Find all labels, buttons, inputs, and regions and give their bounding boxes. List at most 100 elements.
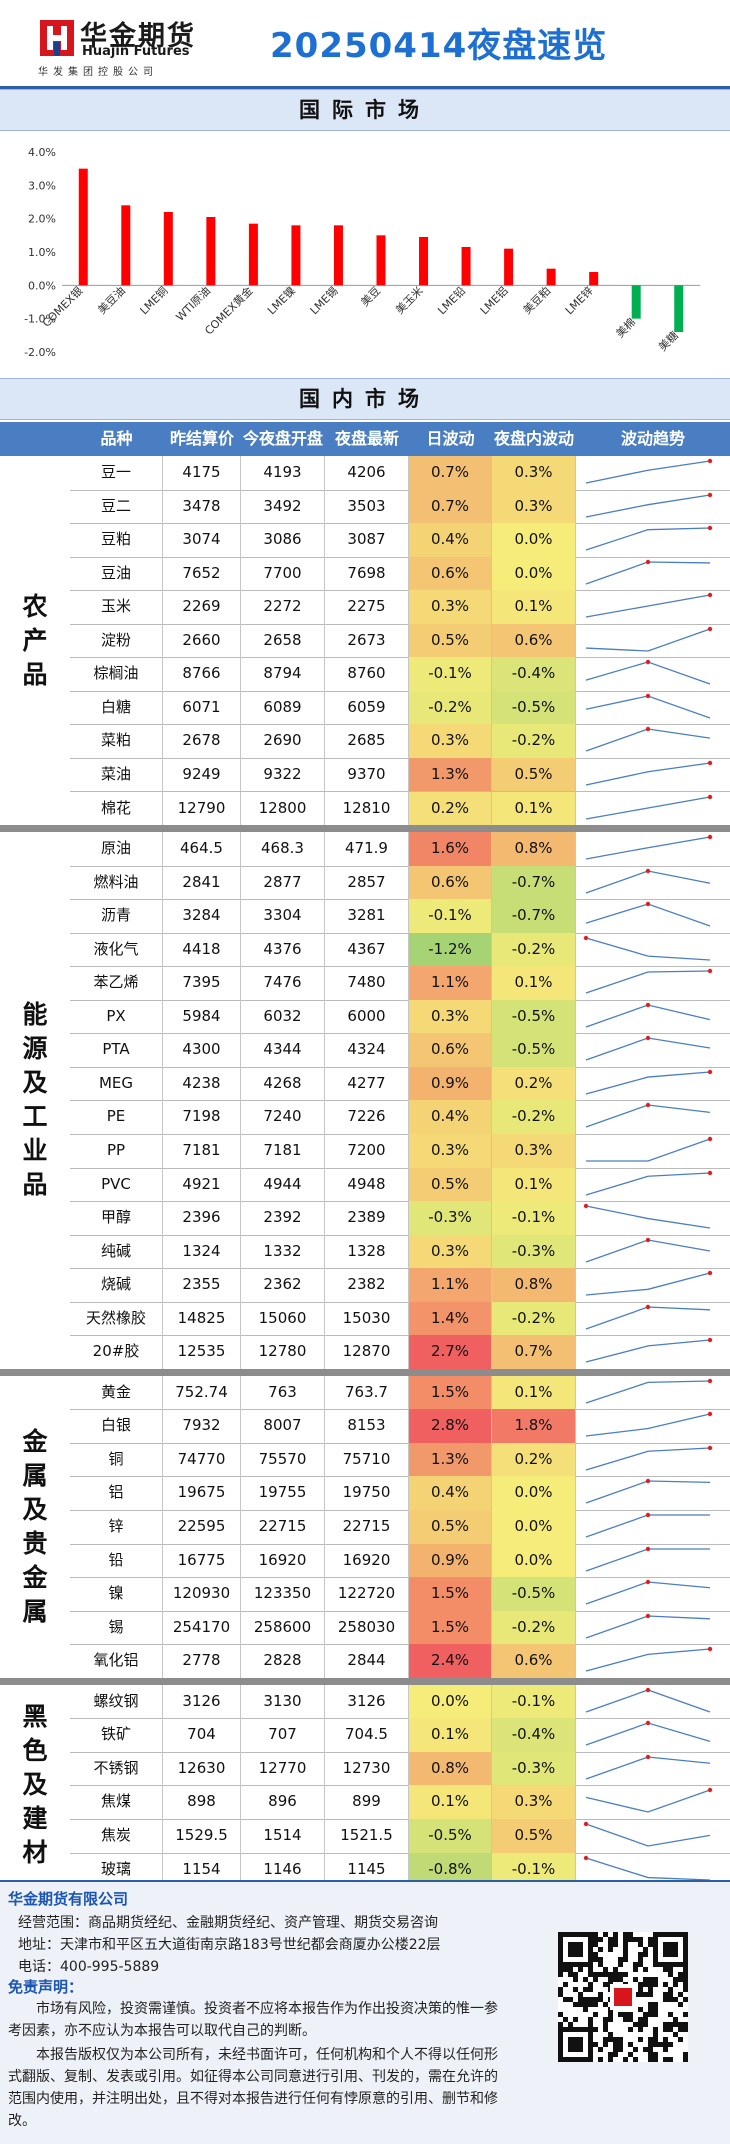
col-night-cell: -0.4% [492,657,576,691]
col-night-cell: -0.2% [492,932,576,967]
col-name-cell: 淀粉 [70,623,163,658]
sparkline [583,935,711,961]
qr-module [603,2037,608,2042]
qr-module [598,1997,603,2002]
category-label: 农产品 [0,456,70,825]
qr-module [643,2012,648,2017]
col-last-cell: 8153 [325,1409,409,1443]
qr-module [593,2012,598,2017]
col-night-cell: -0.5% [492,1577,576,1611]
disclaimer-text-2: 本报告版权仅为本公司所有，未经书面许可，任何机构和个人不得以任何形式翻版、复制、… [8,2047,498,2129]
qr-module [673,1977,678,1982]
table-header: 品种 昨结算价 今夜盘开盘 夜盘最新 日波动 夜盘内波动 波动趋势 [0,422,730,456]
qr-center-logo [614,1988,632,2006]
col-last-cell: 12810 [325,791,409,826]
qr-module [558,2012,563,2017]
col-night-cell: 0.5% [492,1818,576,1853]
col-name-cell: 甲醇 [70,1201,163,1235]
section-title-international: 国际市场 [0,89,730,131]
qr-module [668,1987,673,1992]
col-last-cell: 16920 [325,1543,409,1578]
col-night-cell: -0.5% [492,1033,576,1067]
qr-module [583,1997,588,2002]
col-night-cell: -0.5% [492,690,576,725]
col-last-cell: 2685 [325,724,409,758]
qr-module [638,1942,643,1947]
qr-module [683,2052,688,2057]
qr-module [633,1937,638,1942]
col-last-cell: 704.5 [325,1718,409,1752]
table-row: 焦炭 1529.5 1514 1521.5 -0.5% 0.5% [70,1818,730,1854]
qr-module [633,2022,638,2027]
col-name-cell: 棉花 [70,791,163,826]
col-day-cell: 0.3% [409,590,492,624]
col-name-cell: 锡 [70,1610,163,1645]
qr-module [683,1967,688,1972]
sparkline-high-point [707,969,713,974]
col-open-cell: 4344 [241,1033,325,1067]
sparkline [585,1512,710,1538]
logo-chinese: 华金期货 [80,21,196,52]
x-category-label: LME铜 [137,284,171,318]
qr-module [673,1982,678,1987]
sparkline-high-point [645,1103,651,1108]
col-last-cell: 22715 [325,1510,409,1544]
table-row: 豆粕 3074 3086 3087 0.4% 0.0% [70,523,730,558]
qr-module [653,1982,658,1987]
qr-module [608,1947,613,1952]
qr-module [678,1992,683,1997]
qr-module [603,2022,608,2027]
qr-module [643,1977,648,1982]
col-name-cell: 白糖 [70,690,163,725]
qr-module [563,1967,568,1972]
sparkline [585,1721,711,1746]
col-open-cell: 7181 [241,1133,325,1168]
col-prev-cell: 2269 [163,590,241,624]
qr-module [608,1977,613,1982]
header-col-trend: 波动趋势 [620,429,685,448]
table-group: 能源及工业品 原油 464.5 468.3 471.9 1.6% 0.8% 燃料油 2841 28… [0,832,730,1370]
qr-module [593,2002,598,2007]
qr-module [648,2047,653,2052]
qr-module [618,2047,623,2052]
col-day-cell: 0.3% [409,1133,492,1168]
qr-module [638,1937,643,1942]
sparkline-high-point [645,660,651,665]
sparkline [585,660,711,685]
col-prev-cell: 7198 [163,1100,241,1134]
sparkline-high-point [707,1788,713,1793]
qr-module [648,2057,653,2062]
col-open-cell: 2362 [241,1268,325,1302]
col-day-cell: 0.2% [409,791,492,826]
col-name-cell: 豆二 [70,489,163,524]
col-last-cell: 6059 [325,690,409,725]
col-name-cell: 液化气 [70,932,163,967]
sparkline-line [585,1480,711,1505]
company-phone: 电话：400-995-5889 [18,1959,160,1975]
col-prev-cell: 1154 [163,1852,241,1887]
sparkline [585,1002,711,1028]
col-name-cell: 烧碱 [70,1268,163,1302]
col-last-cell: 19750 [325,1476,409,1511]
sparkline-high-point [645,1721,651,1726]
qr-module [568,1967,573,1972]
col-open-cell: 258600 [241,1610,325,1645]
col-day-cell: 0.3% [409,724,492,758]
qr-module [683,2057,688,2062]
sparkline-high-point [707,1270,713,1276]
col-last-cell: 1521.5 [325,1818,409,1853]
sparkline-high-point [707,794,713,799]
col-day-cell: 1.4% [409,1301,492,1336]
qr-module [603,1972,608,1977]
col-open-cell: 1332 [241,1234,325,1269]
table-row: PX 5984 6032 6000 0.3% -0.5% [70,999,730,1035]
col-night-cell: 0.0% [492,523,576,557]
sparkline-line [585,903,711,927]
col-last-cell: 763.7 [325,1375,409,1410]
qr-module [623,2012,628,2017]
col-name-cell: 铅 [70,1543,163,1578]
sparkline [585,760,713,786]
bar-LME镍 [291,225,301,286]
col-open-cell: 12770 [241,1751,325,1786]
qr-module [648,2052,653,2057]
